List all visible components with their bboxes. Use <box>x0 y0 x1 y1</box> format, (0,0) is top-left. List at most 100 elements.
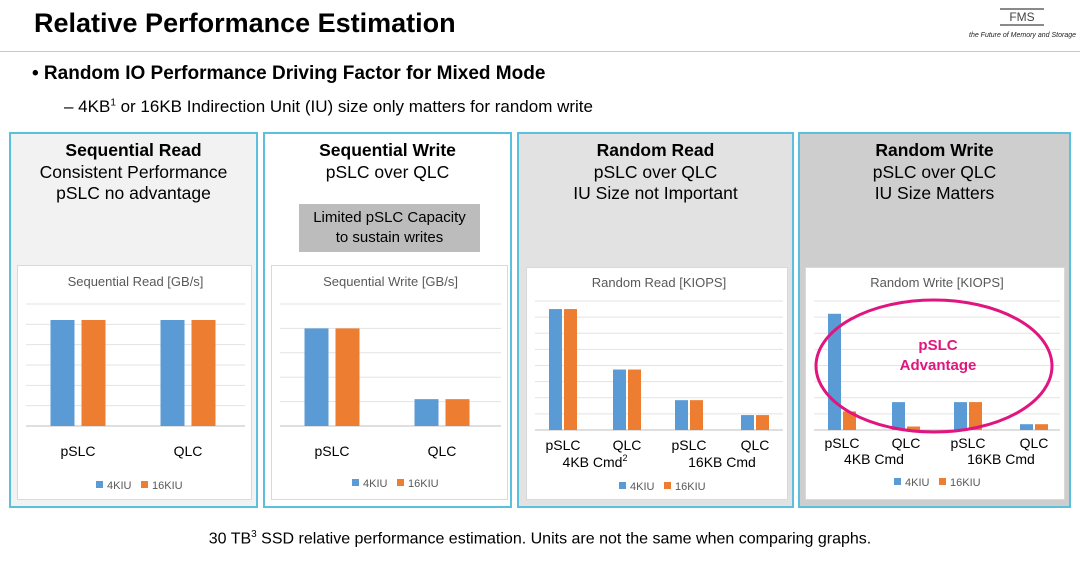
panel-line: IU Size not Important <box>573 183 738 203</box>
chart-title: Sequential Write [GB/s] <box>323 274 458 289</box>
capacity-note: Limited pSLC Capacity to sustain writes <box>299 204 480 252</box>
bar-16kiu-1 <box>628 369 641 430</box>
legend-swatch-4kiu <box>894 478 901 485</box>
footer-rest: SSD relative performance estimation. Uni… <box>256 530 872 548</box>
chart-sequential-read: Sequential Read [GB/s] pSLC QLC 4KIU 16KIU <box>17 265 252 500</box>
slide-title: Relative Performance Estimation <box>34 8 456 38</box>
panel-heading: Random Write <box>875 140 994 160</box>
legend-swatch-4kiu <box>619 482 626 489</box>
bar-4kiu-1 <box>892 402 905 430</box>
legend-label: 4KIU <box>363 478 388 490</box>
bar-16kiu-0 <box>335 328 360 426</box>
category-label: QLC <box>174 443 203 459</box>
chart-title: Sequential Read [GB/s] <box>68 274 204 289</box>
bar-16kiu-1 <box>191 320 216 426</box>
bar-4kiu-0 <box>549 309 562 430</box>
category-label: pSLC <box>314 443 349 459</box>
legend-swatch-16kiu <box>939 478 946 485</box>
sub-bullet: – 4KB1 or 16KB Indirection Unit (IU) siz… <box>64 97 593 117</box>
group-label: 16KB Cmd <box>688 454 756 470</box>
legend-swatch-4kiu <box>352 479 359 486</box>
panel-heading: Sequential Write <box>319 140 456 160</box>
bar-4kiu-3 <box>741 415 754 430</box>
fms-logo: FMS the Future of Memory and Storage <box>966 6 1076 44</box>
bar-4kiu-1 <box>414 399 439 426</box>
chart-random-read: Random Read [KIOPS] pSLC QLC pSLC QLC 4KB Cmd… <box>526 267 788 500</box>
legend-swatch-16kiu <box>664 482 671 489</box>
bar-4kiu-2 <box>675 400 688 430</box>
panel-sequential-write: Sequential Write pSLC over QLC Limited p… <box>263 132 512 508</box>
chart-random-write: Random Write [KIOPS] pSLC QLC pSLC QLC 4KB Cm… <box>805 267 1065 500</box>
footer-note: 30 TB3 SSD relative performance estimati… <box>0 529 1080 548</box>
bar-16kiu-0 <box>81 320 106 426</box>
panel-title: Random Write pSLC over QLC IU Size Matte… <box>800 140 1069 205</box>
legend-label: 4KIU <box>107 480 132 492</box>
category-label: pSLC <box>950 435 985 451</box>
panel-heading: Sequential Read <box>65 140 202 160</box>
logo-text: FMS <box>1009 10 1034 24</box>
legend-swatch-16kiu <box>141 481 148 488</box>
legend-label: 16KIU <box>950 477 981 489</box>
category-label: QLC <box>741 437 770 453</box>
sub-bullet-prefix: – 4KB <box>64 97 111 116</box>
bar-4kiu-2 <box>954 402 967 430</box>
chart-sequential-write: Sequential Write [GB/s] pSLC QLC 4KIU 16KIU <box>271 265 508 500</box>
sub-bullet-rest: or 16KB Indirection Unit (IU) size only … <box>115 97 593 116</box>
annotation-text: Advantage <box>900 357 977 374</box>
group-label: 4KB Cmd <box>844 451 904 467</box>
panel-line: pSLC no advantage <box>56 183 211 203</box>
annotation-text: pSLC <box>918 337 957 354</box>
legend-label: 4KIU <box>905 477 930 489</box>
bar-16kiu-3 <box>756 415 769 430</box>
bar-4kiu-1 <box>160 320 185 426</box>
bar-16kiu-2 <box>690 400 703 430</box>
bar-4kiu-0 <box>304 328 329 426</box>
bar-4kiu-0 <box>828 313 841 430</box>
logo-tagline: the Future of Memory and Storage <box>969 32 1076 39</box>
footer-prefix: 30 TB <box>208 530 252 548</box>
panel-line: pSLC over QLC <box>325 161 450 182</box>
legend-label: 16KIU <box>408 478 439 490</box>
bar-4kiu-3 <box>1020 424 1033 430</box>
legend-swatch-16kiu <box>397 479 404 486</box>
panel-line: pSLC over QLC <box>593 161 718 182</box>
main-bullet: • Random IO Performance Driving Factor f… <box>32 63 546 84</box>
legend-label: 16KIU <box>152 480 183 492</box>
bar-4kiu-0 <box>50 320 75 426</box>
category-label: QLC <box>1020 435 1049 451</box>
category-label: QLC <box>428 443 457 459</box>
bar-16kiu-1 <box>907 426 920 430</box>
legend-label: 4KIU <box>630 481 655 493</box>
chart-title: Random Read [KIOPS] <box>592 275 726 290</box>
advantage-ellipse <box>814 298 1054 434</box>
note-line: Limited pSLC Capacity <box>313 209 466 226</box>
panel-random-read: Random Read pSLC over QLC IU Size not Im… <box>517 132 794 508</box>
bar-16kiu-2 <box>969 402 982 430</box>
group-label: 16KB Cmd <box>967 451 1035 467</box>
footer-sup: 3 <box>251 529 257 540</box>
panel-line: pSLC over QLC <box>872 161 997 182</box>
panel-line: Consistent Performance <box>39 161 228 182</box>
legend-swatch-4kiu <box>96 481 103 488</box>
bar-16kiu-3 <box>1035 424 1048 430</box>
bar-16kiu-0 <box>564 309 577 430</box>
panel-random-write: Random Write pSLC over QLC IU Size Matte… <box>798 132 1071 508</box>
panel-title: Sequential Write pSLC over QLC <box>265 140 510 183</box>
category-label: QLC <box>892 435 921 451</box>
bar-16kiu-1 <box>445 399 470 426</box>
category-label: pSLC <box>671 437 706 453</box>
category-label: pSLC <box>824 435 859 451</box>
title-divider <box>0 51 1080 52</box>
group-label: 4KB Cmd2 <box>563 453 628 470</box>
panel-heading: Random Read <box>596 140 715 160</box>
note-line: to sustain writes <box>335 229 444 246</box>
panel-title: Random Read pSLC over QLC IU Size not Im… <box>519 140 792 205</box>
bar-16kiu-0 <box>843 411 856 430</box>
category-label: pSLC <box>60 443 95 459</box>
category-label: pSLC <box>545 437 580 453</box>
category-label: QLC <box>613 437 642 453</box>
sub-bullet-sup: 1 <box>110 97 116 109</box>
panel-line: IU Size Matters <box>874 183 995 203</box>
fms-logo-icon: FMS <box>1000 8 1044 26</box>
legend-label: 16KIU <box>675 481 706 493</box>
